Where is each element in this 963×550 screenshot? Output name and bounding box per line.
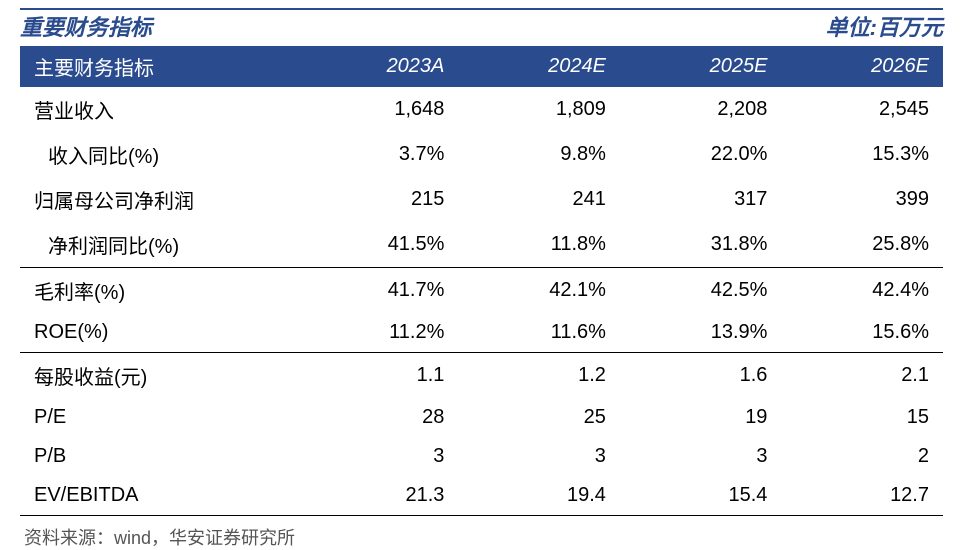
table-body: 营业收入1,6481,8092,2082,545收入同比(%)3.7%9.8%2… xyxy=(20,87,943,516)
table-row: 毛利率(%)41.7%42.1%42.5%42.4% xyxy=(20,268,943,314)
cell-value: 19 xyxy=(620,398,782,437)
table-row: 每股收益(元)1.11.21.62.1 xyxy=(20,353,943,399)
cell-value: 2.1 xyxy=(781,353,943,399)
cell-value: 15.3% xyxy=(781,132,943,177)
table-row: 收入同比(%)3.7%9.8%22.0%15.3% xyxy=(20,132,943,177)
cell-value: 42.4% xyxy=(781,268,943,314)
cell-value: 25 xyxy=(458,398,620,437)
row-label: 每股收益(元) xyxy=(20,353,297,399)
table-row: P/E28251915 xyxy=(20,398,943,437)
cell-value: 241 xyxy=(458,177,620,222)
row-label: EV/EBITDA xyxy=(20,476,297,516)
cell-value: 2,208 xyxy=(620,87,782,132)
table-row: 归属母公司净利润215241317399 xyxy=(20,177,943,222)
row-label: 营业收入 xyxy=(20,87,297,132)
cell-value: 11.2% xyxy=(297,313,459,353)
table-title: 重要财务指标 xyxy=(20,10,152,42)
table-unit: 单位:百万元 xyxy=(826,10,943,42)
cell-value: 9.8% xyxy=(458,132,620,177)
row-label: 归属母公司净利润 xyxy=(20,177,297,222)
table-row: 净利润同比(%)41.5%11.8%31.8%25.8% xyxy=(20,222,943,268)
cell-value: 19.4 xyxy=(458,476,620,516)
cell-value: 3 xyxy=(297,437,459,476)
table-row: P/B3332 xyxy=(20,437,943,476)
row-label: P/E xyxy=(20,398,297,437)
financial-table: 主要财务指标 2023A 2024E 2025E 2026E 营业收入1,648… xyxy=(20,46,943,516)
cell-value: 42.5% xyxy=(620,268,782,314)
cell-value: 399 xyxy=(781,177,943,222)
cell-value: 1,809 xyxy=(458,87,620,132)
cell-value: 12.7 xyxy=(781,476,943,516)
cell-value: 11.6% xyxy=(458,313,620,353)
cell-value: 2 xyxy=(781,437,943,476)
cell-value: 3.7% xyxy=(297,132,459,177)
cell-value: 317 xyxy=(620,177,782,222)
col-header-2026e: 2026E xyxy=(781,46,943,87)
cell-value: 3 xyxy=(458,437,620,476)
cell-value: 15.6% xyxy=(781,313,943,353)
table-header-row: 主要财务指标 2023A 2024E 2025E 2026E xyxy=(20,46,943,87)
table-row: EV/EBITDA21.319.415.412.7 xyxy=(20,476,943,516)
cell-value: 15 xyxy=(781,398,943,437)
table-row: 营业收入1,6481,8092,2082,545 xyxy=(20,87,943,132)
cell-value: 42.1% xyxy=(458,268,620,314)
cell-value: 1.1 xyxy=(297,353,459,399)
row-label: 收入同比(%) xyxy=(20,132,297,177)
table-row: ROE(%)11.2%11.6%13.9%15.6% xyxy=(20,313,943,353)
col-header-2025e: 2025E xyxy=(620,46,782,87)
cell-value: 13.9% xyxy=(620,313,782,353)
row-label: 净利润同比(%) xyxy=(20,222,297,268)
cell-value: 2,545 xyxy=(781,87,943,132)
cell-value: 21.3 xyxy=(297,476,459,516)
cell-value: 3 xyxy=(620,437,782,476)
cell-value: 22.0% xyxy=(620,132,782,177)
data-source-footer: 资料来源：wind，华安证券研究所 xyxy=(20,516,943,550)
cell-value: 28 xyxy=(297,398,459,437)
col-header-label: 主要财务指标 xyxy=(20,46,297,87)
col-header-2023a: 2023A xyxy=(297,46,459,87)
title-row: 重要财务指标 单位:百万元 xyxy=(20,8,943,42)
cell-value: 215 xyxy=(297,177,459,222)
cell-value: 31.8% xyxy=(620,222,782,268)
cell-value: 41.5% xyxy=(297,222,459,268)
row-label: ROE(%) xyxy=(20,313,297,353)
cell-value: 25.8% xyxy=(781,222,943,268)
cell-value: 41.7% xyxy=(297,268,459,314)
row-label: P/B xyxy=(20,437,297,476)
cell-value: 15.4 xyxy=(620,476,782,516)
cell-value: 11.8% xyxy=(458,222,620,268)
row-label: 毛利率(%) xyxy=(20,268,297,314)
cell-value: 1,648 xyxy=(297,87,459,132)
cell-value: 1.6 xyxy=(620,353,782,399)
col-header-2024e: 2024E xyxy=(458,46,620,87)
cell-value: 1.2 xyxy=(458,353,620,399)
